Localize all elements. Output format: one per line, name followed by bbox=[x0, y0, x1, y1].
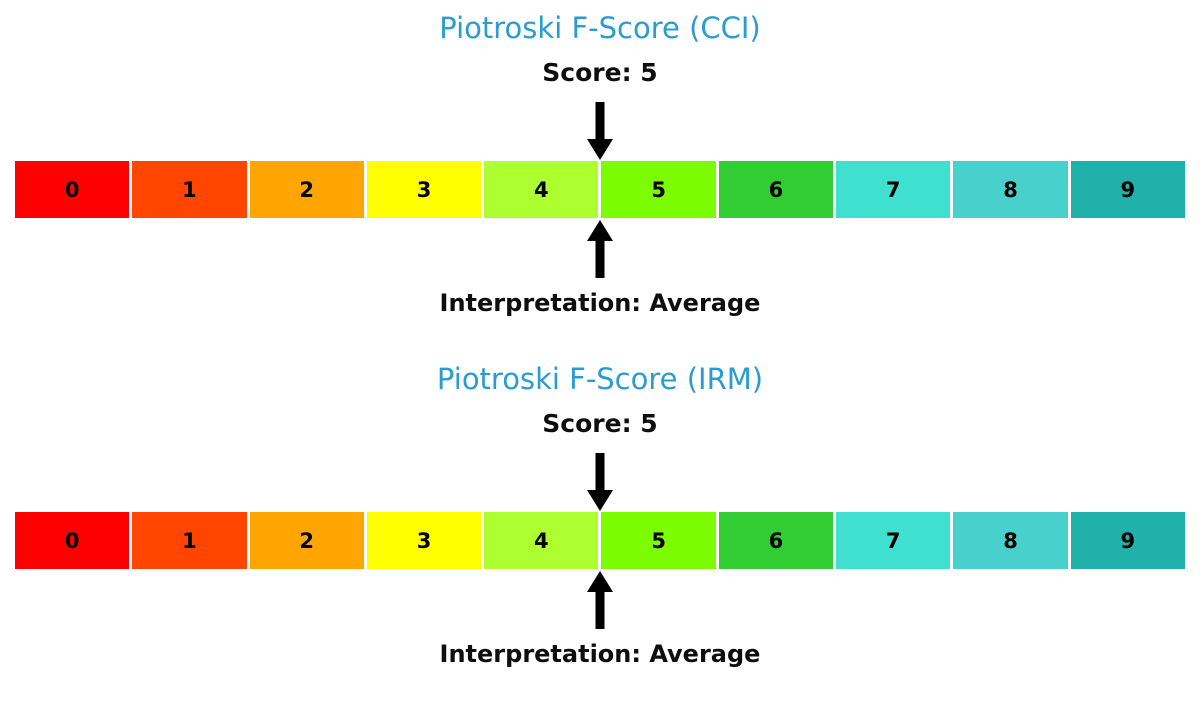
up-arrow-icon bbox=[587, 571, 613, 629]
scale-segment-5: 5 bbox=[601, 161, 716, 218]
scale-segment-2: 2 bbox=[249, 161, 364, 218]
scale-segment-1: 1 bbox=[132, 161, 247, 218]
scale-segment-8: 8 bbox=[953, 161, 1068, 218]
down-arrow-icon bbox=[587, 453, 613, 511]
scale-segment-4: 4 bbox=[484, 512, 599, 569]
scale-segment-5: 5 bbox=[601, 512, 716, 569]
scale-segment-9: 9 bbox=[1070, 161, 1185, 218]
chart-title-cci: Piotroski F-Score (CCI) bbox=[439, 11, 761, 45]
scale-segment-0: 0 bbox=[15, 161, 130, 218]
scale-segment-2: 2 bbox=[249, 512, 364, 569]
scale-segment-4: 4 bbox=[484, 161, 599, 218]
scale-segment-0: 0 bbox=[15, 512, 130, 569]
scale-segment-8: 8 bbox=[953, 512, 1068, 569]
scale-segment-3: 3 bbox=[366, 161, 482, 218]
interpretation-label-cci: Interpretation: Average bbox=[439, 289, 761, 317]
up-arrow-icon bbox=[587, 220, 613, 278]
score-label-cci: Score: 5 bbox=[542, 58, 658, 87]
scale-segment-1: 1 bbox=[132, 512, 247, 569]
chart-title-irm: Piotroski F-Score (IRM) bbox=[436, 362, 764, 396]
score-label-irm: Score: 5 bbox=[542, 409, 658, 438]
scale-segment-7: 7 bbox=[836, 161, 951, 218]
down-arrow-icon bbox=[587, 102, 613, 160]
scale-segment-6: 6 bbox=[718, 512, 834, 569]
scale-segment-3: 3 bbox=[366, 512, 482, 569]
interpretation-label-irm: Interpretation: Average bbox=[439, 640, 761, 668]
scale-segment-9: 9 bbox=[1070, 512, 1185, 569]
scale-segment-6: 6 bbox=[718, 161, 834, 218]
scale-segment-7: 7 bbox=[836, 512, 951, 569]
